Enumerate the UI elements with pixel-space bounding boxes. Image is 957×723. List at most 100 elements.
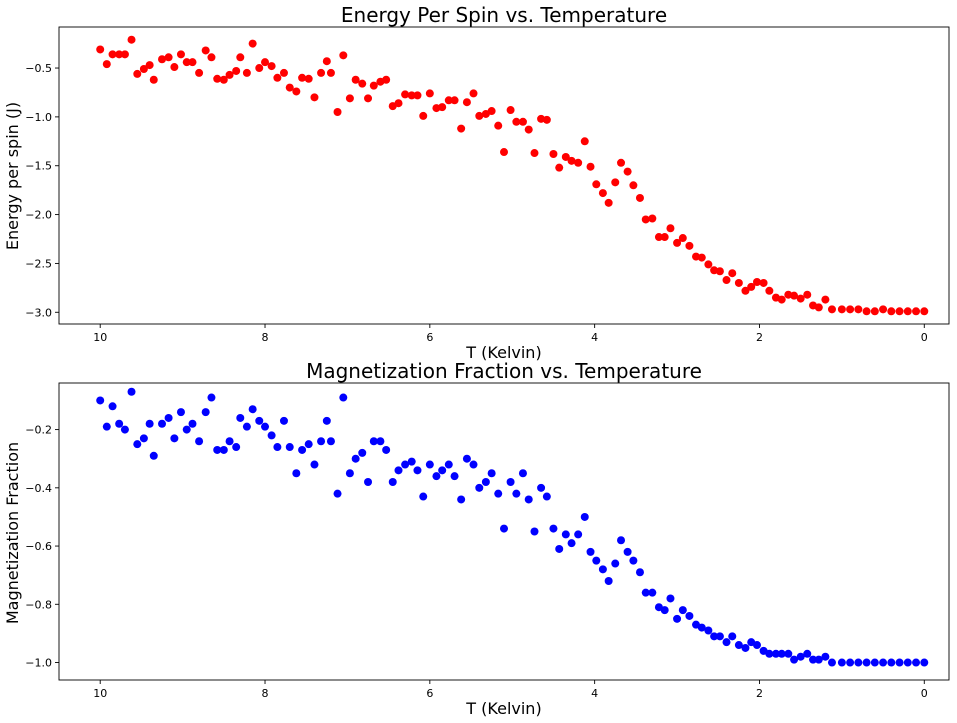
data-point (604, 577, 613, 585)
data-point (666, 224, 675, 233)
data-point (469, 460, 478, 469)
data-point (248, 39, 257, 48)
data-point (678, 234, 687, 243)
data-point (604, 198, 613, 207)
axis-ticks: 10 8 6 4 2 0 −0.2 −0.4 −0.6 −0.8 −1.0 (25, 424, 927, 700)
data-point (920, 658, 929, 667)
data-point (747, 282, 756, 291)
plot-frame (58, 26, 950, 325)
data-point (704, 260, 713, 269)
data-point (133, 440, 142, 449)
data-point (248, 405, 257, 414)
data-point (722, 638, 731, 647)
x-tick-label: 8 (262, 687, 269, 700)
data-point (413, 466, 422, 475)
x-tick-label: 10 (93, 687, 107, 700)
x-axis-label: T (Kelvin) (465, 343, 541, 362)
data-point (611, 178, 620, 187)
y-tick-label: −2.0 (25, 209, 52, 222)
data-point (182, 58, 191, 67)
data-point (345, 469, 354, 478)
data-point (326, 437, 335, 446)
x-tick-label: 2 (756, 687, 763, 700)
data-point (846, 305, 855, 314)
x-tick-label: 8 (262, 331, 269, 344)
data-point (108, 50, 117, 59)
data-point (598, 565, 607, 574)
data-point (821, 652, 830, 661)
data-point (617, 536, 626, 545)
data-point (207, 393, 216, 402)
data-point (333, 489, 342, 498)
data-point (425, 89, 434, 98)
data-point (660, 233, 669, 242)
data-point (279, 416, 288, 425)
data-point (255, 416, 264, 425)
data-point (120, 50, 129, 59)
data-point (518, 469, 527, 478)
data-point (96, 396, 105, 405)
y-tick-label: −0.2 (25, 424, 52, 437)
data-point (438, 466, 447, 475)
data-point (279, 68, 288, 77)
data-point (364, 478, 373, 486)
data-point (752, 641, 761, 650)
energy-chart: Energy Per Spin vs. Temperature T (Kelvi… (3, 3, 950, 362)
data-point (854, 305, 863, 314)
data-point (635, 193, 644, 202)
data-point (432, 472, 441, 481)
data-point (407, 91, 416, 100)
data-point (176, 50, 185, 59)
data-point (741, 286, 750, 295)
data-point (219, 445, 228, 454)
data-point (120, 425, 129, 434)
data-point (201, 408, 210, 417)
data-point (574, 158, 583, 167)
y-tick-label: −0.4 (25, 482, 52, 495)
data-point (678, 606, 687, 615)
data-point (500, 524, 508, 533)
data-point (629, 556, 638, 565)
data-point (561, 152, 570, 161)
data-point (542, 115, 551, 124)
data-point (236, 413, 245, 422)
data-point (803, 290, 812, 299)
data-point (567, 539, 576, 548)
y-axis-label: Magnetization Fraction (3, 442, 22, 624)
data-point (201, 46, 210, 55)
data-point (617, 158, 626, 167)
data-point (369, 81, 378, 90)
data-point (242, 422, 251, 431)
data-point (139, 434, 148, 443)
data-point (715, 632, 724, 641)
x-axis-label: T (Kelvin) (465, 699, 541, 718)
data-point (500, 148, 508, 157)
data-point (481, 478, 490, 486)
data-point (549, 524, 558, 533)
data-point (809, 655, 818, 664)
data-point (462, 98, 471, 107)
data-point (298, 73, 307, 82)
data-point (182, 425, 191, 434)
data-point (765, 286, 774, 295)
data-point (317, 68, 326, 77)
data-point (242, 68, 251, 77)
data-point (133, 69, 142, 78)
data-point (530, 149, 539, 158)
data-point (394, 99, 403, 108)
data-point (567, 156, 576, 165)
data-point (273, 443, 282, 452)
data-point (784, 649, 793, 658)
data-point (145, 419, 154, 428)
data-point (710, 632, 719, 641)
data-point (752, 277, 761, 286)
y-tick-label: −3.0 (25, 306, 52, 319)
data-point (450, 472, 459, 481)
data-point (827, 658, 836, 667)
data-point (846, 658, 855, 667)
x-tick-label: 6 (426, 331, 433, 344)
data-point (285, 83, 294, 92)
data-point (796, 652, 805, 661)
data-point (648, 588, 657, 597)
